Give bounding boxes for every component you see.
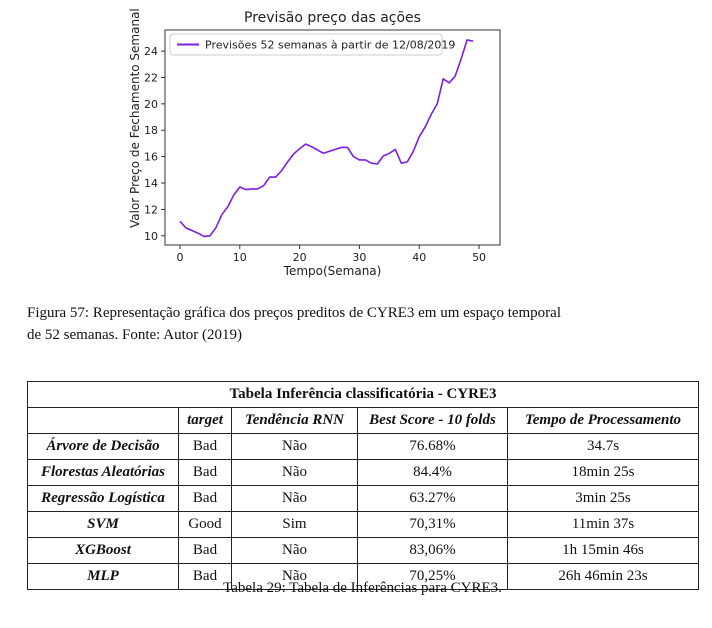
- table-caption: Tabela 29: Tabela de Inferências para CY…: [223, 580, 502, 596]
- figure-caption-line-2: de 52 semanas. Fonte: Autor (2019): [27, 327, 242, 343]
- cell-tempo: 26h 46min 23s: [507, 563, 699, 590]
- figure-caption-line-1: Figura 57: Representação gráfica dos pre…: [27, 305, 562, 321]
- cell-target: Bad: [178, 485, 232, 512]
- row-label: Regressão Logística: [27, 485, 179, 512]
- x-tick-label: 30: [352, 251, 366, 264]
- x-tick-label: 50: [472, 251, 486, 264]
- cell-tendencia: Não: [231, 433, 358, 460]
- cell-tempo: 11min 37s: [507, 511, 699, 538]
- cell-best-score: 70,25%: [357, 563, 508, 590]
- chart-title: Previsão preço das ações: [244, 10, 421, 26]
- table-row: Árvore de Decisão Bad Não 76.68% 34.7s: [27, 433, 699, 460]
- table-row: MLP Bad Não 70,25% 26h 46min 23s: [27, 563, 699, 590]
- table-row: Regressão Logística Bad Não 63.27% 3min …: [27, 485, 699, 512]
- x-tick-label: 10: [233, 251, 247, 264]
- row-label: XGBoost: [27, 537, 179, 564]
- inference-table: Tabela Inferência classificatória - CYRE…: [27, 381, 699, 590]
- cell-tempo: 34.7s: [507, 433, 699, 460]
- table-header-target: target: [178, 407, 232, 434]
- row-label: Árvore de Decisão: [27, 433, 179, 460]
- table-header-blank: [27, 407, 179, 434]
- row-label: SVM: [27, 511, 179, 538]
- plot-frame: [164, 29, 501, 246]
- cell-best-score: 83,06%: [357, 537, 508, 564]
- cell-tendencia: Não: [231, 485, 358, 512]
- table-title-row: Tabela Inferência classificatória - CYRE…: [27, 381, 699, 408]
- table-header-tempo: Tempo de Processamento: [507, 407, 699, 434]
- cell-tendencia: Não: [231, 563, 358, 590]
- table-header-tendencia: Tendência RNN: [231, 407, 358, 434]
- cell-best-score: 70,31%: [357, 511, 508, 538]
- table-row: Florestas Aleatórias Bad Não 84.4% 18min…: [27, 459, 699, 486]
- y-tick-label: 22: [144, 71, 158, 84]
- y-tick-label: 24: [144, 45, 158, 58]
- figure-caption: Figura 57: Representação gráfica dos pre…: [27, 302, 667, 346]
- cell-tendencia: Não: [231, 459, 358, 486]
- row-label: Florestas Aleatórias: [27, 459, 179, 486]
- y-tick-label: 12: [144, 203, 158, 216]
- cell-tempo: 1h 15min 46s: [507, 537, 699, 564]
- table-row: XGBoost Bad Não 83,06% 1h 15min 46s: [27, 537, 699, 564]
- cell-best-score: 76.68%: [357, 433, 508, 460]
- cell-target: Good: [178, 511, 232, 538]
- cell-target: Bad: [178, 433, 232, 460]
- x-tick-label: 0: [176, 251, 183, 264]
- cell-tempo: 18min 25s: [507, 459, 699, 486]
- line-chart: 0 10 20 30 40 50 10 12 14 16 18 20 22 24 Previsões 52 …: [144, 29, 501, 264]
- y-tick-label: 10: [144, 230, 158, 243]
- cell-target: Bad: [178, 537, 232, 564]
- y-tick-label: 14: [144, 177, 158, 190]
- x-tick-label: 20: [293, 251, 307, 264]
- cell-tempo: 3min 25s: [507, 485, 699, 512]
- table-header-best-score: Best Score - 10 folds: [357, 407, 508, 434]
- y-tick-label: 18: [144, 124, 158, 137]
- legend-label: Previsões 52 semanas à partir de 12/08/2…: [205, 39, 455, 52]
- cell-best-score: 63.27%: [357, 485, 508, 512]
- table-row: SVM Good Sim 70,31% 11min 37s: [27, 511, 699, 538]
- series-line: [179, 39, 474, 238]
- cell-best-score: 84.4%: [357, 459, 508, 486]
- y-tick-label: 16: [144, 151, 158, 164]
- legend-box: [169, 33, 443, 56]
- table-header-row: target Tendência RNN Best Score - 10 fol…: [27, 407, 699, 434]
- cell-target: Bad: [178, 459, 232, 486]
- chart-x-axis-label: Tempo(Semana): [283, 264, 382, 278]
- table-title: Tabela Inferência classificatória - CYRE…: [27, 381, 699, 408]
- y-tick-label: 20: [144, 98, 158, 111]
- cell-tendencia: Não: [231, 537, 358, 564]
- cell-tendencia: Sim: [231, 511, 358, 538]
- x-tick-label: 40: [412, 251, 426, 264]
